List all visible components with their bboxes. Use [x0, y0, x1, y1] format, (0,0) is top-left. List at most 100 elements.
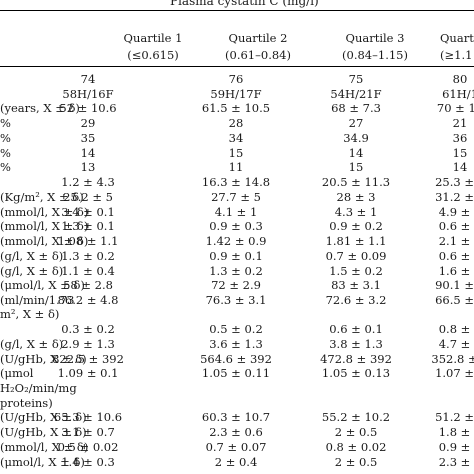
- table-cell: 4.9 ± 1: [438, 205, 474, 219]
- row-label: (U/gHb, X ± δ): [0, 425, 87, 439]
- row-label: %: [0, 146, 11, 160]
- table-cell: 0.6 ± 0.1: [329, 322, 383, 336]
- row-label: proteins): [0, 396, 53, 410]
- table-cell: 74: [80, 72, 96, 86]
- table-cell: 1.3 ± 0.2: [61, 249, 115, 263]
- header-label: Quartile 2: [228, 31, 288, 45]
- table-cell: 3.1 ± 0.7: [61, 425, 115, 439]
- table-cell: 70 ± 12: [436, 101, 474, 115]
- table-row: (g/l, X ± δ) 2.9 ± 1.3 3.6 ± 1.3 3.8 ± 1.3 4…: [0, 337, 474, 352]
- table-row: m², X ± δ): [0, 307, 474, 322]
- table-cell: 15: [452, 146, 468, 160]
- table-row: % 14 15 14 15: [0, 146, 474, 161]
- table-cell: 0.5 ± 0.02: [57, 440, 119, 454]
- table-cell: 14: [348, 146, 364, 160]
- table-cell: 27.7 ± 5: [211, 190, 261, 204]
- table-cell: 0.9 ± 0.3: [209, 219, 263, 233]
- table-cell: 66.5 ± 3: [435, 293, 474, 307]
- table-cell: 0.7 ± 0.09: [325, 249, 387, 263]
- table-cell: 51.2 ± 1: [435, 410, 474, 424]
- header-label: Quarti: [440, 31, 474, 45]
- table-cell: 2 ± 0.4: [214, 455, 258, 469]
- table-cell: 28 ± 3: [336, 190, 376, 204]
- table-cell: 36: [452, 131, 468, 145]
- table-cell: 1.05 ± 0.11: [201, 366, 271, 380]
- table-cell: 58 ± 2.8: [63, 278, 113, 292]
- table-cell: 1.5 ± 0.2: [329, 264, 383, 278]
- table-cell: 11: [228, 160, 244, 174]
- table-cell: 2 ± 0.5: [334, 425, 378, 439]
- table-cell: 0.9 ± 0: [438, 440, 474, 454]
- table-cell: 34: [228, 131, 244, 145]
- table-cell: 60.3 ± 10.7: [201, 410, 271, 424]
- table-cell: 3.8 ± 1.3: [329, 337, 383, 351]
- row-label: (mmol/l, X ± δ): [0, 219, 89, 233]
- table-cell: 16.3 ± 14.8: [201, 175, 271, 189]
- table-row: (g/l, X ± δ) 1.3 ± 0.2 0.9 ± 0.1 0.7 ± 0.09…: [0, 249, 474, 264]
- table-cell: 1.1 ± 0.4: [61, 264, 115, 278]
- header-range: (0.84–1.15): [342, 48, 408, 62]
- table-cell: 72 ± 2.9: [211, 278, 261, 292]
- row-label: (μmol: [0, 366, 34, 380]
- row-label: (μmol/l, X ± δ): [0, 278, 85, 292]
- table-cell: 29: [80, 116, 96, 130]
- table-cell: 65.3 ± 10.6: [53, 410, 123, 424]
- table-row: (ml/min/1.73 86.2 ± 4.8 76.3 ± 3.1 72.6 ± 3…: [0, 293, 474, 308]
- table-cell: 4.3 ± 1: [334, 205, 378, 219]
- header-range: (≤0.615): [127, 48, 179, 62]
- table-cell: 1.07 ± 0: [435, 366, 474, 380]
- table-cell: 0.6 ± 0: [438, 249, 474, 263]
- table-cell: 52 ± 10.6: [59, 101, 117, 115]
- table-cell: 1.6 ± 0: [438, 264, 474, 278]
- table-cell: 61H/1: [442, 87, 474, 101]
- table-row: 0.3 ± 0.2 0.5 ± 0.2 0.6 ± 0.1 0.8 ± 0: [0, 322, 474, 337]
- table-cell: 54H/21F: [330, 87, 382, 101]
- table-cell: 352.8 ± 3: [431, 352, 474, 366]
- table-cell: 1.42 ± 0.9: [205, 234, 267, 248]
- table-cell: 68 ± 7.3: [331, 101, 381, 115]
- table-row: (mmol/l, X ± δ) 0.5 ± 0.02 0.7 ± 0.07 0.8 ±…: [0, 440, 474, 455]
- table-row: H₂O₂/min/mg: [0, 381, 474, 396]
- table-cell: 0.8 ± 0.02: [325, 440, 387, 454]
- table-cell: 2.1 ± 1: [438, 234, 474, 248]
- table-row: 1.2 ± 4.3 16.3 ± 14.8 20.5 ± 11.3 25.3 ± 1: [0, 175, 474, 190]
- table-cell: 35: [80, 131, 96, 145]
- table-row: (g/l, X ± δ) 1.1 ± 0.4 1.3 ± 0.2 1.5 ± 0.2 1…: [0, 264, 474, 279]
- row-label: %: [0, 116, 11, 130]
- table-cell: 3.4 ± 0.1: [61, 205, 115, 219]
- table-cell: 822.5 ± 392: [52, 352, 124, 366]
- table-cell: 76: [228, 72, 244, 86]
- row-label: m², X ± δ): [0, 307, 60, 321]
- header-label: Quartile 3: [345, 31, 405, 45]
- table-cell: 75: [348, 72, 364, 86]
- table-cell: 21: [452, 116, 468, 130]
- table-cell: 20.5 ± 11.3: [321, 175, 391, 189]
- table-row: (years, X ± δ) 52 ± 10.6 61.5 ± 10.5 68 ± 7…: [0, 101, 474, 116]
- table-cell: 0.8 ± 0: [438, 322, 474, 336]
- table-row: % 29 28 27 21: [0, 116, 474, 131]
- table-cell: 0.7 ± 0.07: [205, 440, 267, 454]
- table-cell: 90.1 ± 3: [435, 278, 474, 292]
- table-cell: 15: [228, 146, 244, 160]
- table-cell: 1.08 ± 1.1: [57, 234, 119, 248]
- table-cell: 27: [348, 116, 364, 130]
- table-cell: 14: [452, 160, 468, 174]
- row-label: (mmol/l, X ± δ): [0, 205, 89, 219]
- table-cell: 0.9 ± 0.2: [329, 219, 383, 233]
- table-row: (mmol/l, X ± δ) 1.08 ± 1.1 1.42 ± 0.9 1.81 …: [0, 234, 474, 249]
- table-cell: 25.3 ± 1: [435, 175, 474, 189]
- table-cell: 0.9 ± 0.1: [209, 249, 263, 263]
- table-cell: 15: [348, 160, 364, 174]
- table-cell: 1.09 ± 0.1: [57, 366, 119, 380]
- table-cell: 4.7 ± 1: [438, 337, 474, 351]
- table-cell: 1.3 ± 0.1: [61, 219, 115, 233]
- table-cell: 55.2 ± 10.2: [321, 410, 391, 424]
- table-row: (mmol/l, X ± δ) 3.4 ± 0.1 4.1 ± 1 4.3 ± 1 4.…: [0, 205, 474, 220]
- row-label: (g/l, X ± δ): [0, 264, 64, 278]
- table-row: 74 76 75 80: [0, 72, 474, 87]
- table-cell: 59H/17F: [210, 87, 262, 101]
- row-label: (g/l, X ± δ): [0, 337, 64, 351]
- header-range: (0.61–0.84): [225, 48, 291, 62]
- table-cell: 25.2 ± 5: [63, 190, 113, 204]
